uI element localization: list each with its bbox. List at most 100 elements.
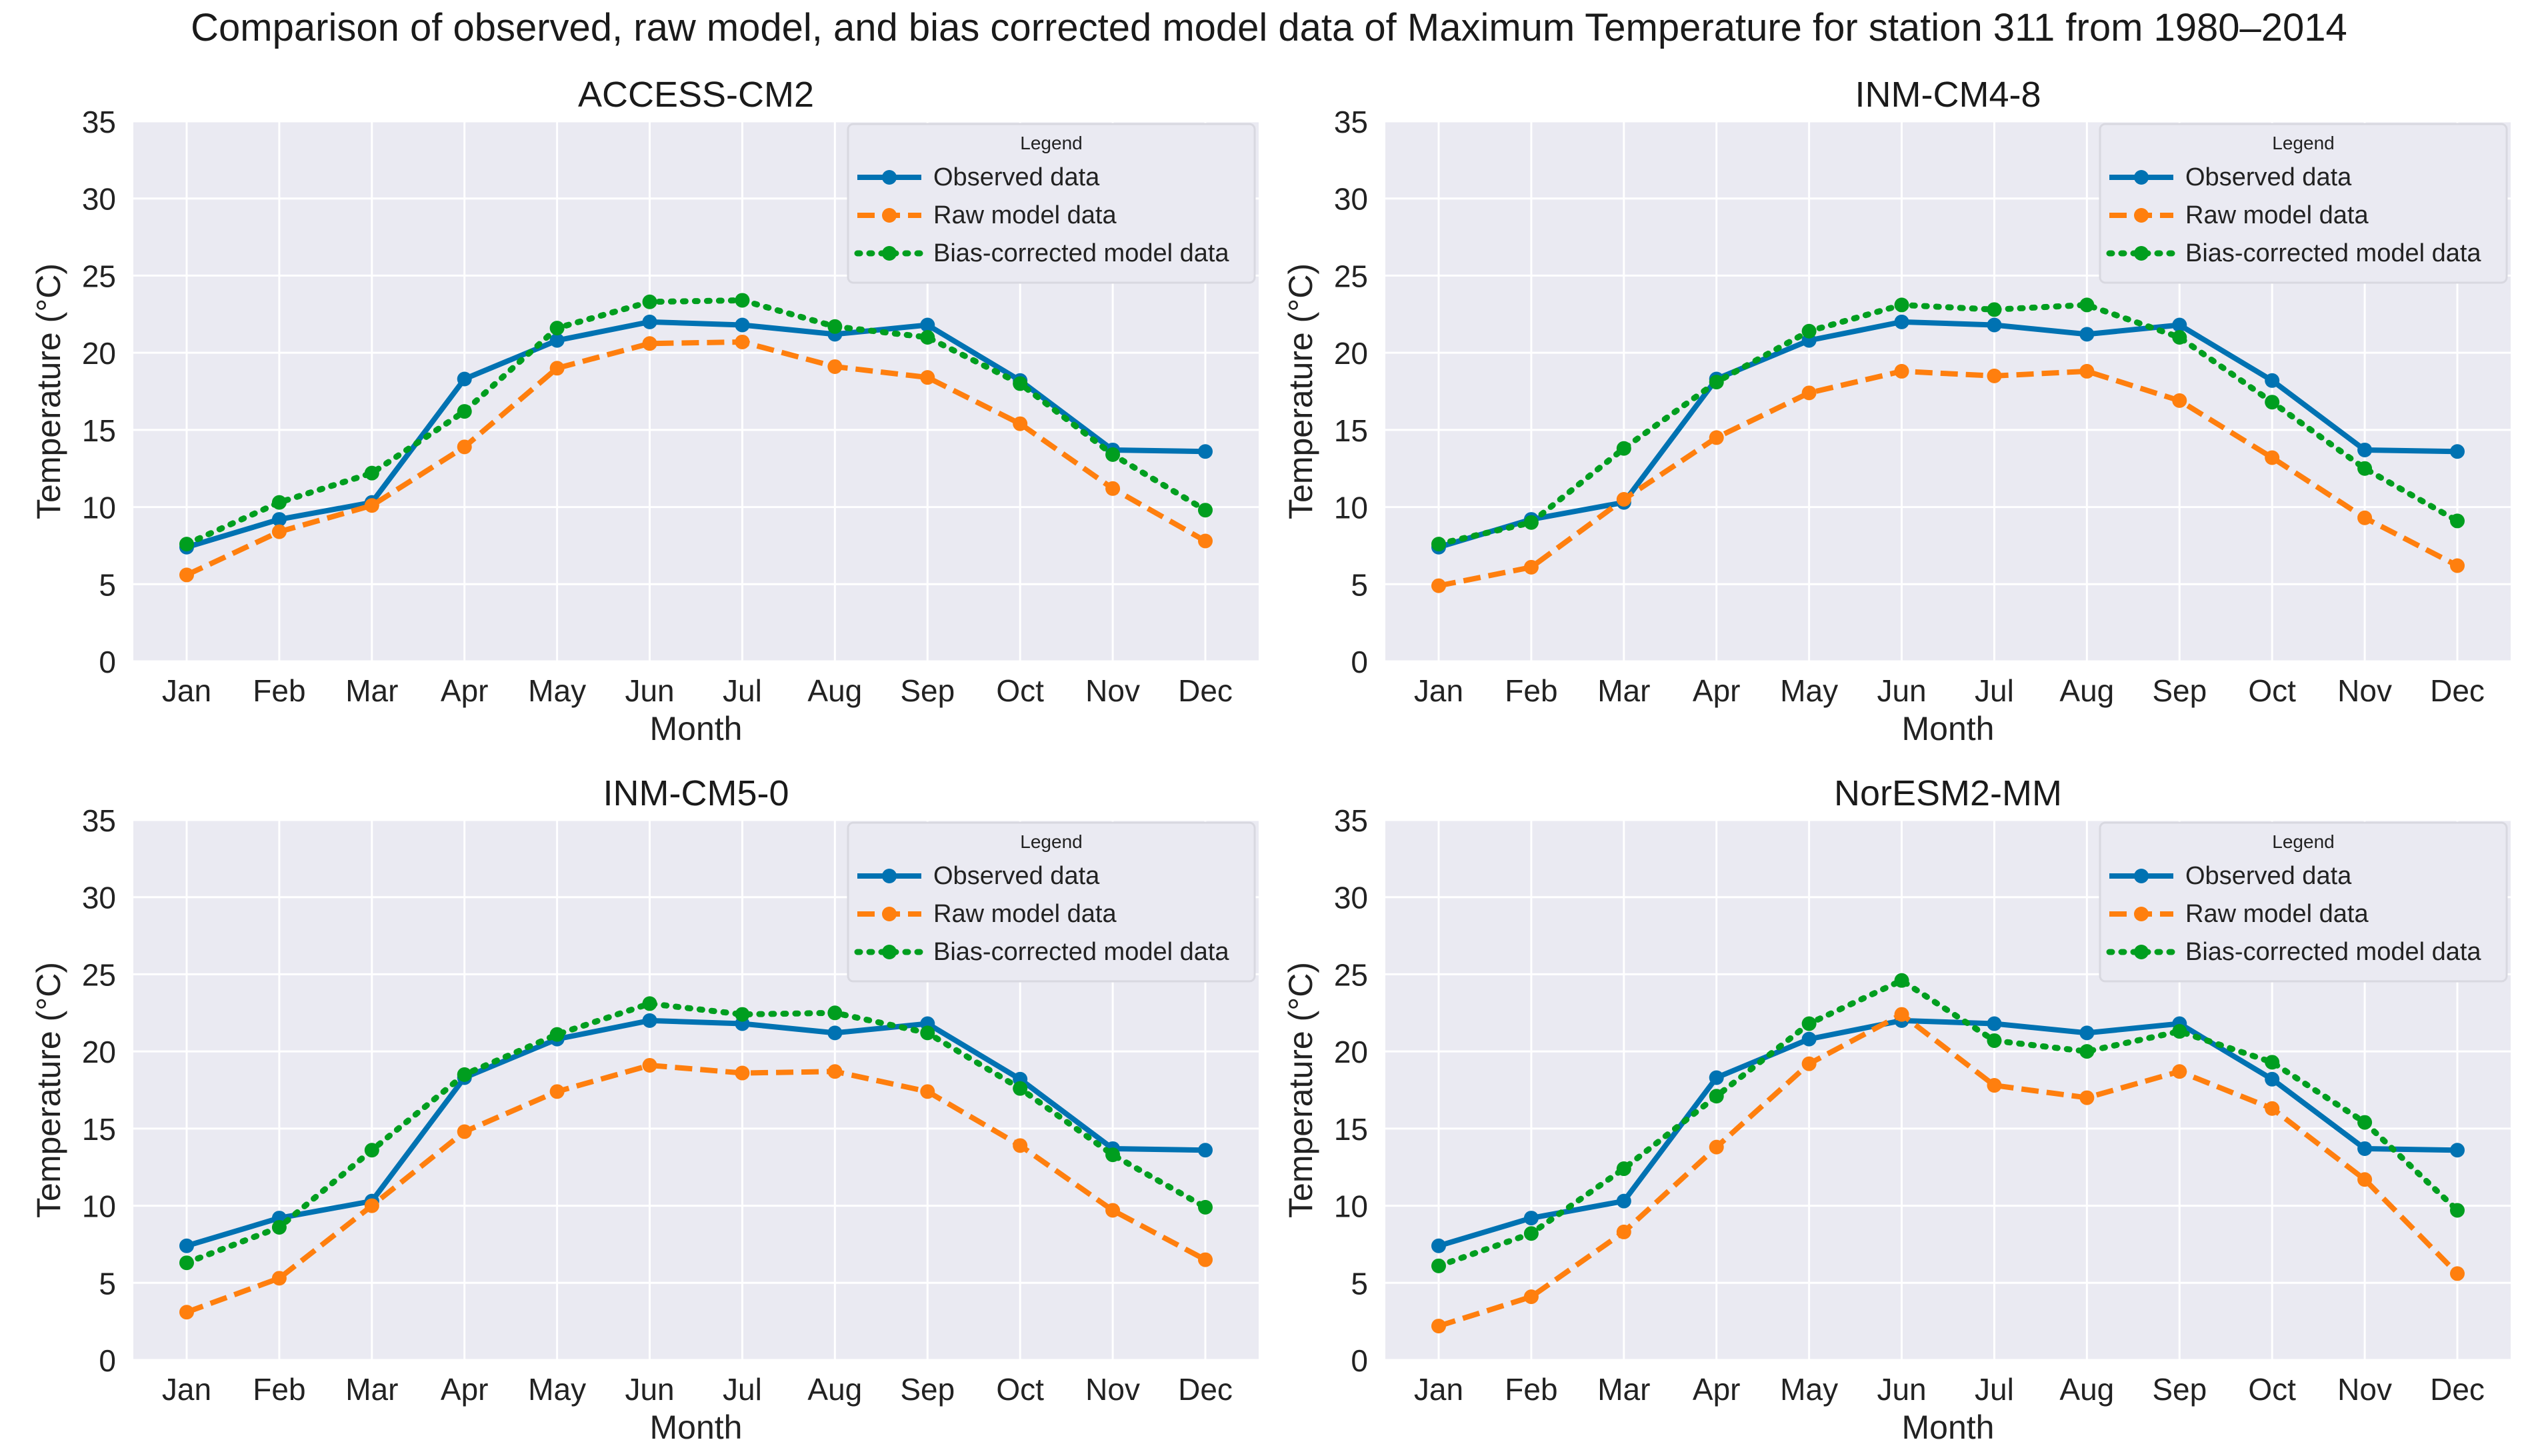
data-point-observed	[1801, 1031, 1817, 1047]
data-point-observed	[1987, 1016, 2002, 1031]
series-line-bias	[1435, 301, 2461, 547]
y-tick-label: 30	[1334, 182, 1368, 217]
series-line-raw	[185, 339, 1207, 578]
data-point-raw	[1894, 363, 1909, 379]
data-point-observed	[1616, 1193, 1631, 1209]
data-point-raw	[2357, 1172, 2373, 1187]
chart-title: NorESM2-MM	[1834, 773, 2062, 813]
y-tick-label: 10	[82, 1189, 116, 1224]
x-tick-label: Jun	[1877, 1372, 1926, 1407]
data-point-bias	[2450, 513, 2465, 529]
x-tick-label: Jan	[162, 1372, 211, 1407]
legend-label-observed: Observed data	[933, 163, 1100, 191]
legend-label-bias: Bias-corrected model data	[933, 239, 1229, 267]
data-point-bias	[827, 1005, 843, 1021]
y-tick-label: 20	[1334, 336, 1368, 371]
data-point-observed	[2265, 1071, 2280, 1087]
data-point-bias	[1431, 1258, 1446, 1273]
data-point-bias	[642, 996, 657, 1011]
data-point-observed	[735, 317, 750, 333]
data-point-bias	[2357, 461, 2373, 476]
y-tick-label: 10	[82, 491, 116, 525]
data-point-bias	[1013, 1081, 1028, 1096]
data-point-raw	[2265, 1101, 2280, 1116]
data-point-raw	[920, 370, 935, 385]
legend-label-bias: Bias-corrected model data	[2185, 239, 2481, 267]
data-point-observed	[827, 1025, 843, 1041]
x-axis-label: Month	[1902, 1409, 1995, 1440]
data-point-observed	[2450, 444, 2465, 459]
x-tick-label: Oct	[2248, 1372, 2296, 1407]
x-tick-label: Mar	[1597, 1372, 1650, 1407]
data-point-raw	[1709, 1139, 1724, 1155]
data-point-raw	[364, 1198, 379, 1213]
data-point-bias	[179, 1255, 194, 1271]
y-axis-label: Temperature (°C)	[1282, 263, 1319, 519]
x-tick-label: Jan	[1414, 1372, 1463, 1407]
x-tick-label: Feb	[1505, 1372, 1557, 1407]
x-tick-label: Aug	[807, 673, 862, 708]
legend-box	[847, 123, 1256, 284]
legend-marker-raw	[882, 208, 897, 223]
data-point-raw	[2079, 1090, 2095, 1105]
x-tick-label: Sep	[900, 1372, 955, 1407]
y-tick-label: 5	[99, 1266, 116, 1301]
y-tick-label: 30	[82, 881, 116, 915]
data-point-raw	[642, 1057, 657, 1073]
data-point-observed	[2172, 317, 2187, 333]
data-point-bias	[2265, 395, 2280, 410]
data-point-bias	[1013, 376, 1028, 391]
data-point-raw	[1801, 385, 1817, 401]
legend-label-observed: Observed data	[2185, 862, 2352, 890]
chart-inm-cm5-0: INM-CM5-0 0 5 10 15 20 25 30 35 Jan Feb Mar Apr May Ju…	[30, 773, 1259, 1440]
x-tick-label: Apr	[441, 673, 489, 708]
data-point-bias	[1198, 503, 1213, 518]
x-tick-label: Aug	[807, 1372, 862, 1407]
x-tick-label: Oct	[2248, 673, 2296, 708]
x-tick-label: Aug	[2059, 673, 2114, 708]
x-tick-label: Aug	[2059, 1372, 2114, 1407]
x-axis-label: Month	[1902, 710, 1995, 741]
x-tick-label: Feb	[253, 1372, 305, 1407]
data-point-raw	[1709, 430, 1724, 445]
x-tick-label: May	[528, 673, 586, 708]
data-point-observed	[1523, 1211, 1539, 1226]
data-point-observed	[179, 1238, 194, 1253]
data-point-bias	[1987, 1033, 2002, 1048]
data-point-raw	[2172, 393, 2187, 408]
x-tick-label: Apr	[441, 1372, 489, 1407]
y-tick-label: 35	[82, 803, 116, 838]
legend-label-observed: Observed data	[933, 862, 1100, 890]
data-point-bias	[642, 294, 657, 309]
data-point-bias	[1523, 1226, 1539, 1241]
y-tick-label: 25	[1334, 259, 1368, 293]
data-point-bias	[1616, 441, 1631, 456]
y-tick-label: 35	[82, 105, 116, 139]
x-tick-label: Jan	[162, 673, 211, 708]
x-tick-label: Nov	[1085, 673, 1140, 708]
x-tick-label: Mar	[345, 1372, 398, 1407]
data-point-bias	[2450, 1203, 2465, 1218]
x-tick-label: Jul	[1975, 673, 2014, 708]
data-point-observed	[457, 371, 472, 387]
data-point-raw	[1801, 1056, 1817, 1071]
data-point-raw	[457, 1124, 472, 1139]
chart-title: ACCESS-CM2	[578, 75, 814, 115]
y-tick-label: 30	[1334, 881, 1368, 915]
legend-marker-bias	[882, 246, 897, 261]
legend-marker-observed	[882, 869, 897, 883]
data-point-raw	[1987, 1078, 2002, 1093]
data-point-observed	[1198, 1143, 1213, 1158]
legend-marker-bias	[882, 945, 897, 959]
data-point-observed	[2357, 442, 2373, 457]
data-point-bias	[920, 1025, 935, 1041]
y-axis-label: Temperature (°C)	[30, 962, 67, 1218]
x-tick-label: Nov	[2337, 673, 2392, 708]
data-point-raw	[1523, 1289, 1539, 1305]
series-line-observed	[1437, 1017, 2458, 1249]
legend-label-bias: Bias-corrected model data	[2185, 938, 2481, 966]
data-point-raw	[549, 361, 565, 376]
y-tick-label: 20	[1334, 1035, 1368, 1069]
data-point-observed	[2357, 1141, 2373, 1156]
